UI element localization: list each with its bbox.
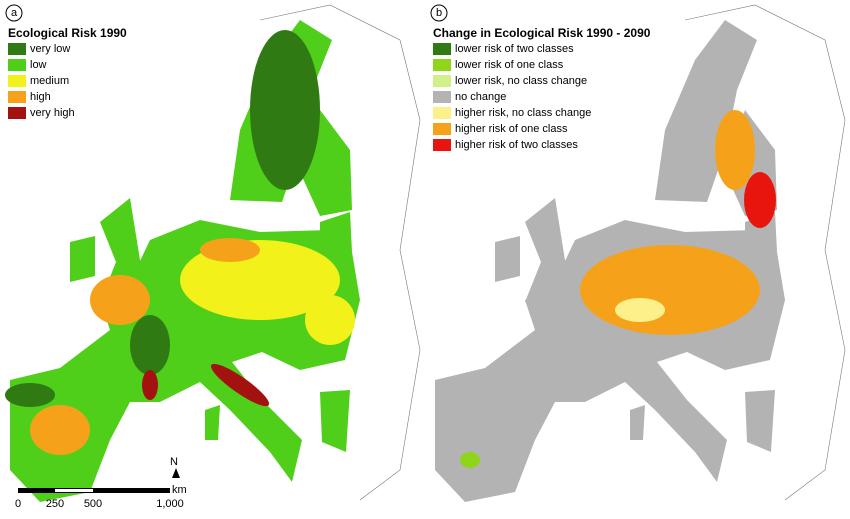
legend-swatch <box>8 91 26 103</box>
legend-label: high <box>30 91 51 103</box>
legend-swatch <box>433 43 451 55</box>
map-region <box>200 238 260 262</box>
legend-title: Ecological Risk 1990 <box>8 26 127 40</box>
legend-label: lower risk of one class <box>455 59 564 71</box>
map-region <box>715 110 755 190</box>
legend-label: very high <box>30 107 75 119</box>
legend-label: low <box>30 59 47 71</box>
map-region <box>30 405 90 455</box>
background-outlines <box>259 4 846 501</box>
legend-label: no change <box>455 91 506 103</box>
scale-tick-label: 250 <box>46 498 64 510</box>
map-region <box>580 245 760 335</box>
scale-bar: km N <box>18 456 187 496</box>
map-region <box>250 30 320 190</box>
map-region <box>142 370 158 400</box>
map-region <box>5 383 55 407</box>
map-region <box>305 295 355 345</box>
legend-label: higher risk of two classes <box>455 139 578 151</box>
map-region <box>90 275 150 325</box>
legend-swatch <box>433 59 451 71</box>
scale-tick-label: 0 <box>15 498 21 510</box>
map-region <box>130 315 170 375</box>
legend-swatch <box>433 139 451 151</box>
map-region <box>744 172 776 228</box>
scale-tick-label: 500 <box>84 498 102 510</box>
map-region <box>615 298 665 322</box>
scale-tick-label: 1,000 <box>156 498 184 510</box>
legend-label: medium <box>30 75 69 87</box>
legend-label: higher risk, no class change <box>455 107 591 119</box>
legend-label: very low <box>30 43 70 55</box>
scale-bar-segment <box>18 488 170 493</box>
panel-label: b <box>436 7 442 19</box>
legend-label: higher risk of one class <box>455 123 568 135</box>
legend-swatch <box>8 75 26 87</box>
panel-label-circle <box>5 4 23 22</box>
map-region <box>460 452 480 468</box>
north-arrow <box>172 468 180 478</box>
panel-label: a <box>11 7 18 19</box>
legend-title: Change in Ecological Risk 1990 - 2090 <box>433 26 651 40</box>
north-label: N <box>170 456 178 468</box>
scale-bar-segment <box>55 489 93 492</box>
legend-label: lower risk of two classes <box>455 43 574 55</box>
legend-swatch <box>8 107 26 119</box>
panel-label-circle <box>430 4 448 22</box>
legend-swatch <box>433 107 451 119</box>
legend-swatch <box>433 91 451 103</box>
map-region <box>210 363 270 407</box>
legend-swatch <box>433 75 451 87</box>
legend-label: lower risk, no class change <box>455 75 587 87</box>
legend-swatch <box>433 123 451 135</box>
legend-swatch <box>8 59 26 71</box>
map-regions <box>5 30 776 468</box>
scale-unit: km <box>172 484 187 496</box>
legend-swatch <box>8 43 26 55</box>
